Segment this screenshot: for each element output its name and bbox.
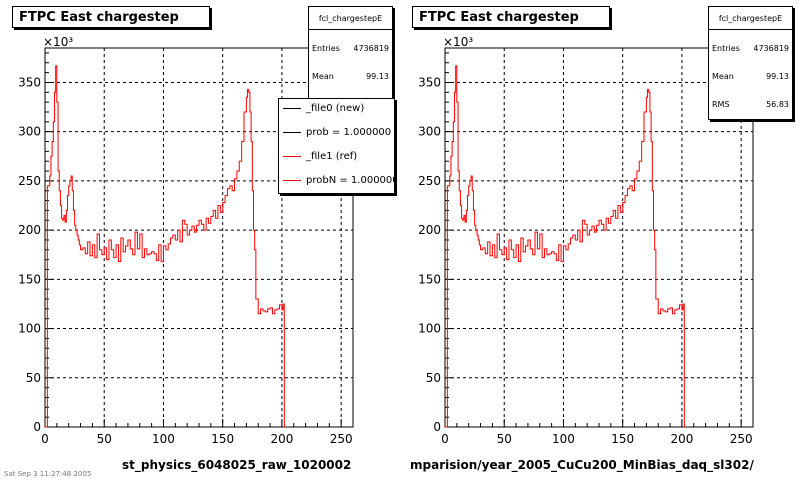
y-tick-label: 150 — [18, 272, 41, 286]
stats-value: 99.13 — [766, 72, 789, 81]
legend: _file0 (new) prob = 1.000000 _file1 (ref… — [278, 98, 395, 194]
stats-name: fcl_chargestepE — [709, 7, 792, 30]
footer-timestamp: Sat Sep 3 11:27:48 2005 — [4, 470, 92, 478]
x-tick-label: 50 — [97, 432, 112, 446]
stats-label: Entries — [712, 44, 740, 53]
stats-value: 56.83 — [766, 100, 789, 109]
legend-label: prob = 1.000000 — [306, 127, 392, 138]
x-tick-label: 0 — [441, 432, 449, 446]
stats-box: fcl_chargestepE Entries 4736819 Mean 99.… — [708, 6, 793, 120]
stats-value: 99.13 — [366, 72, 389, 81]
stats-row-rms: RMS 56.83 — [712, 99, 789, 111]
stats-row-mean: Mean 99.13 — [712, 71, 789, 83]
stats-row-mean: Mean 99.13 — [312, 71, 389, 83]
legend-entry: probN = 1.000000 — [283, 173, 395, 189]
x-axis-title: st_physics_6048025_raw_1020002 — [122, 458, 352, 472]
histogram-line — [445, 65, 686, 428]
y-tick-label: 350 — [418, 75, 441, 89]
stats-label: Mean — [712, 72, 734, 81]
y-tick-label: 250 — [18, 174, 41, 188]
stats-label: Mean — [312, 72, 334, 81]
x-tick-label: 50 — [497, 432, 512, 446]
x-tick-label: 0 — [41, 432, 49, 446]
chart-title: FTPC East chargestep — [412, 6, 610, 28]
legend-swatch — [283, 155, 301, 157]
x-tick-label: 150 — [611, 432, 634, 446]
x-tick-label: 150 — [211, 432, 234, 446]
legend-entry: _file0 (new) — [283, 101, 364, 117]
y-tick-label: 100 — [418, 322, 441, 336]
x-tick-label: 200 — [670, 432, 693, 446]
y-multiplier-label: ×10³ — [443, 35, 473, 49]
plot-frame — [444, 47, 754, 428]
legend-label: probN = 1.000000 — [306, 175, 395, 186]
y-tick-label: 0 — [33, 420, 41, 434]
histogram-line — [45, 65, 286, 428]
legend-entry: _file1 (ref) — [283, 149, 357, 165]
stats-label: Entries — [312, 44, 340, 53]
x-tick-label: 100 — [152, 432, 175, 446]
x-axis-title: mparision/year_2005_CuCu200_MinBias_daq_… — [410, 458, 754, 472]
stats-name: fcl_chargestepE — [309, 7, 392, 30]
chart-title: FTPC East chargestep — [12, 6, 210, 28]
y-tick-label: 150 — [418, 272, 441, 286]
x-tick-label: 250 — [730, 432, 753, 446]
y-tick-label: 0 — [433, 420, 441, 434]
left-panel: 0 50 100 150 200 250 0 50 100 150 200 250 300 350 ×10³… — [0, 0, 395, 480]
legend-label: _file0 (new) — [306, 103, 365, 114]
legend-swatch — [283, 131, 301, 133]
legend-swatch — [283, 107, 301, 109]
stats-label: RMS — [712, 100, 730, 109]
y-tick-label: 200 — [418, 223, 441, 237]
stats-row-entries: Entries 4736819 — [312, 43, 389, 55]
x-tick-label: 200 — [270, 432, 293, 446]
y-tick-label: 300 — [18, 125, 41, 139]
x-tick-label: 250 — [330, 432, 353, 446]
stats-value: 4736819 — [353, 44, 389, 53]
y-tick-label: 350 — [18, 75, 41, 89]
y-tick-label: 50 — [426, 371, 441, 385]
y-tick-label: 300 — [418, 125, 441, 139]
stats-row-entries: Entries 4736819 — [712, 43, 789, 55]
y-multiplier-label: ×10³ — [43, 35, 73, 49]
y-tick-label: 200 — [18, 223, 41, 237]
stats-value: 4736819 — [753, 44, 789, 53]
y-tick-label: 250 — [418, 174, 441, 188]
y-tick-label: 50 — [26, 371, 41, 385]
legend-entry: prob = 1.000000 — [283, 125, 391, 141]
legend-label: _file1 (ref) — [306, 151, 358, 162]
y-tick-label: 100 — [18, 322, 41, 336]
chart-svg-right: 0 50 100 150 200 250 0 50 100 150 200 250 300 350 ×10³ — [418, 35, 754, 446]
x-tick-label: 100 — [552, 432, 575, 446]
right-panel: 0 50 100 150 200 250 0 50 100 150 200 250 300 350 ×10³… — [400, 0, 795, 480]
legend-swatch — [283, 179, 301, 181]
